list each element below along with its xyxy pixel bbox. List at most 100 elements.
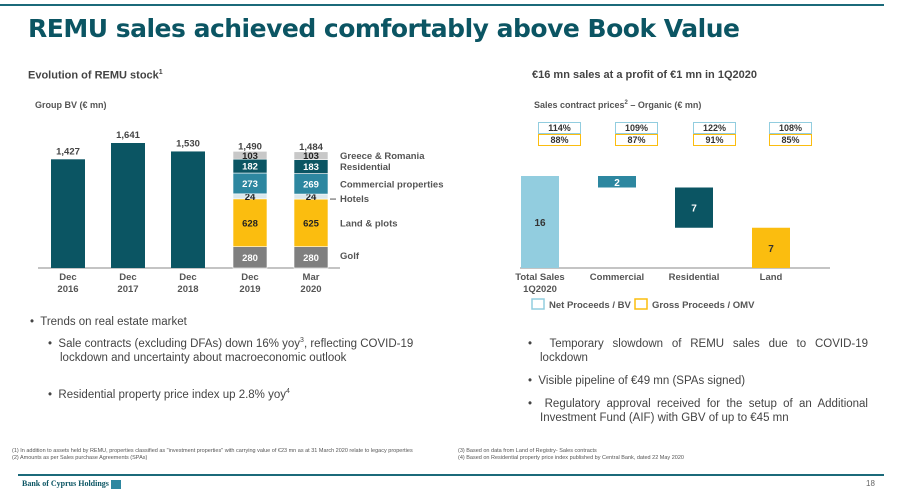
series-label: Residential bbox=[340, 162, 391, 173]
segment-label: 280 bbox=[303, 253, 319, 264]
segment-label: 183 bbox=[303, 162, 319, 173]
bullet-text: Sale contracts (excluding DFAs) down 16%… bbox=[58, 337, 301, 350]
bullet-text: Visible pipeline of €49 mn (SPAs signed) bbox=[538, 375, 746, 387]
net-proceeds-bv-box: 108% bbox=[769, 122, 812, 134]
category-label: 1Q2020 bbox=[523, 284, 557, 295]
category-label: Dec bbox=[179, 272, 196, 283]
footnote-3: (3) Based on data from Land of Registry-… bbox=[458, 448, 597, 454]
page-number: 18 bbox=[866, 479, 875, 488]
total-label: 1,641 bbox=[116, 130, 140, 141]
category-label: 2018 bbox=[177, 284, 198, 295]
bullet-sub: • Sale contracts (excluding DFAs) down 1… bbox=[48, 337, 414, 364]
bar-segment bbox=[232, 198, 268, 247]
legend-swatch bbox=[531, 298, 545, 310]
category-label: 2020 bbox=[300, 284, 321, 295]
right-subheading-text: Sales contract prices bbox=[534, 100, 625, 110]
bottom-rule bbox=[18, 474, 884, 476]
net-proceeds-bv-box: 114% bbox=[538, 122, 581, 134]
brand-name: Bank of Cyprus Holdings bbox=[22, 479, 109, 488]
footnote-ref: 2 bbox=[624, 100, 628, 106]
bullet: • Regulatory approval received for the s… bbox=[528, 398, 868, 424]
bar bbox=[521, 176, 559, 268]
segment-label: 628 bbox=[242, 218, 258, 229]
top-rule bbox=[0, 4, 884, 6]
bar bbox=[598, 176, 636, 188]
category-label: Dec bbox=[241, 272, 258, 283]
footnote-2: (2) Amounts as per Sales purchase Agreem… bbox=[12, 455, 148, 461]
left-heading: Evolution of REMU stock1 bbox=[28, 69, 163, 82]
bar-segment bbox=[232, 151, 268, 160]
category-label: Dec bbox=[59, 272, 76, 283]
segment-label: 24 bbox=[306, 192, 317, 203]
category-label: Mar bbox=[303, 272, 320, 283]
series-label: Greece & Romania bbox=[340, 151, 425, 162]
segment-label: 24 bbox=[245, 192, 256, 203]
category-label: Land bbox=[760, 272, 783, 283]
right-heading: €16 mn sales at a profit of €1 mn in 1Q2… bbox=[532, 69, 757, 81]
series-label: Hotels bbox=[340, 194, 369, 205]
segment-label: 103 bbox=[303, 151, 319, 162]
logo-icon bbox=[110, 479, 121, 489]
category-label: Commercial bbox=[590, 272, 644, 283]
category-label: 2017 bbox=[117, 284, 138, 295]
legend-swatch bbox=[634, 298, 648, 310]
bar bbox=[111, 143, 145, 268]
bullet-main: • Trends on real estate market bbox=[30, 316, 187, 328]
total-label: 1,427 bbox=[56, 146, 80, 157]
bar-segment bbox=[293, 198, 329, 247]
total-label: 1,530 bbox=[176, 138, 200, 149]
left-heading-text: Evolution of REMU stock bbox=[28, 69, 159, 82]
legend-label: Gross Proceeds / OMV bbox=[652, 300, 755, 311]
gross-proceeds-omv-box: 85% bbox=[769, 134, 812, 146]
segment-label: 103 bbox=[242, 151, 258, 162]
bullet-text: Temporary slowdown of REMU sales due to … bbox=[540, 338, 868, 364]
footnotes-right: (3) Based on data from Land of Registry-… bbox=[458, 448, 878, 462]
right-subheading-tail: – Organic (€ mn) bbox=[627, 100, 702, 110]
gross-proceeds-omv-box: 87% bbox=[615, 134, 658, 146]
right-bullets: • Temporary slowdown of REMU sales due t… bbox=[528, 337, 868, 425]
category-label: Total Sales bbox=[515, 272, 564, 283]
category-label: Residential bbox=[669, 272, 720, 283]
series-label: Commercial properties bbox=[340, 179, 443, 190]
series-label: Land & plots bbox=[340, 218, 398, 229]
segment-label: 269 bbox=[303, 179, 319, 190]
legend-label: Net Proceeds / BV bbox=[549, 300, 631, 311]
data-label: 2 bbox=[614, 178, 620, 189]
right-subheading: Sales contract prices2 – Organic (€ mn) bbox=[534, 100, 701, 110]
segment-label: 625 bbox=[303, 218, 320, 229]
bullet: • Visible pipeline of €49 mn (SPAs signe… bbox=[528, 375, 746, 387]
segment-label: 273 bbox=[242, 179, 258, 190]
data-label: 7 bbox=[768, 244, 774, 255]
bar bbox=[752, 227, 790, 268]
gross-proceeds-omv-box: 91% bbox=[693, 134, 736, 146]
data-label: 7 bbox=[691, 204, 697, 215]
footnote-4: (4) Based on Residential property price … bbox=[458, 455, 684, 461]
bullet: • Temporary slowdown of REMU sales due t… bbox=[528, 338, 868, 364]
remu-stock-chart: 1,427Dec20161,641Dec20171,530Dec20182806… bbox=[38, 130, 443, 295]
net-proceeds-bv-box: 122% bbox=[693, 122, 736, 134]
footnotes-left: (1) In addition to assets held by REMU, … bbox=[12, 448, 442, 462]
footnote-ref: 3 bbox=[300, 337, 304, 344]
left-subheading: Group BV (€ mn) bbox=[35, 100, 107, 110]
bullet-text: Residential property price index up 2.8%… bbox=[58, 388, 286, 401]
bullet-text: , reflecting COVID-19 lockdown and uncer… bbox=[60, 337, 414, 364]
segment-label: 182 bbox=[242, 162, 258, 173]
category-label: Dec bbox=[119, 272, 136, 283]
category-label: 2016 bbox=[57, 284, 78, 295]
bar bbox=[171, 151, 205, 268]
footnote-1: (1) In addition to assets held by REMU, … bbox=[12, 448, 413, 454]
series-label: Golf bbox=[340, 251, 360, 262]
total-label: 1,490 bbox=[238, 142, 262, 153]
bar bbox=[51, 159, 85, 268]
footnote-ref: 1 bbox=[158, 69, 163, 76]
net-proceeds-bv-box: 109% bbox=[615, 122, 658, 134]
category-label: 2019 bbox=[239, 284, 260, 295]
bullet-text: Regulatory approval received for the set… bbox=[540, 398, 868, 424]
left-bullets: • Trends on real estate market • Sale co… bbox=[30, 315, 430, 402]
bar bbox=[675, 187, 713, 228]
data-label: 16 bbox=[534, 218, 546, 229]
gross-proceeds-omv-box: 88% bbox=[538, 134, 581, 146]
segment-label: 280 bbox=[242, 253, 258, 264]
bullet-text: Trends on real estate market bbox=[40, 316, 187, 328]
